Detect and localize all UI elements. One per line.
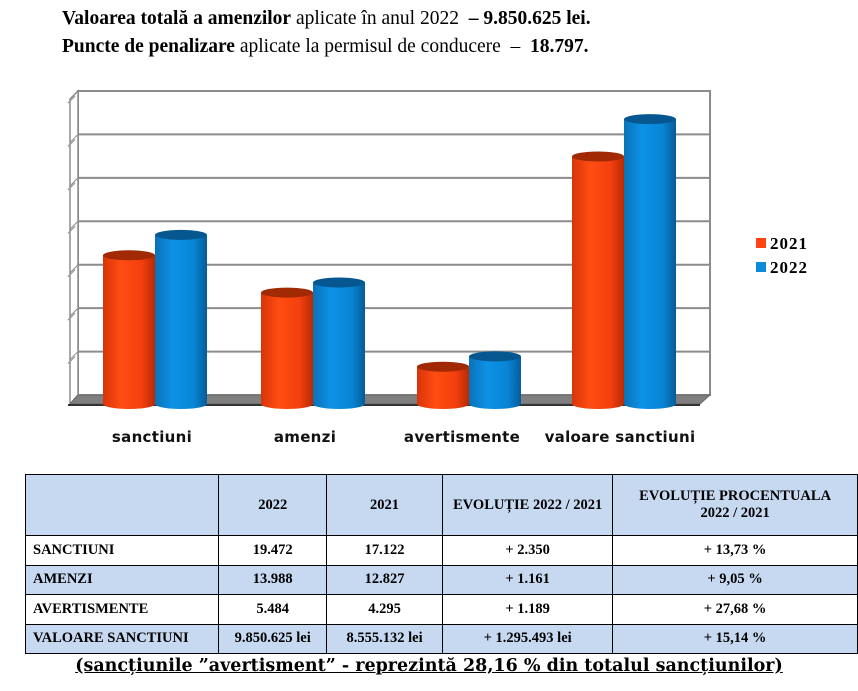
y-tick-label-mark (67, 356, 76, 365)
table-header-2022: 2022 (218, 474, 327, 536)
table-header-empty (24, 474, 220, 536)
bar-body (155, 234, 207, 404)
bar-base (572, 399, 624, 409)
bar-top (624, 114, 676, 125)
chart-y-tick (69, 307, 79, 317)
cell-2021: 12.827 (325, 564, 444, 595)
x-tick-label: avertismente (404, 428, 520, 446)
table-row: SANCTIUNI 19.472 17.122 + 2.350 + 13,73 … (24, 535, 858, 566)
bar-2021-amenzi (261, 287, 313, 409)
bar-top (103, 250, 155, 261)
bar-base (313, 399, 365, 409)
bar-body (313, 282, 365, 404)
table-header-2021: 2021 (325, 474, 444, 536)
table-row: AVERTISMENTE 5.484 4.295 + 1.189 + 27,68… (24, 594, 858, 625)
cell-2021: 4.295 (325, 594, 444, 625)
row-label: AVERTISMENTE (24, 594, 220, 625)
penalty-points-dash: – (510, 36, 521, 57)
cell-evolution: + 1.189 (442, 594, 614, 625)
bar-base (624, 399, 676, 409)
chart-bars (103, 114, 676, 409)
bar-base (103, 399, 155, 409)
cell-evolution: + 2.350 (442, 535, 614, 566)
bar-2022-valoare-sanctiuni (624, 114, 676, 409)
chart-y-tick (69, 220, 79, 230)
legend-swatch-2021 (756, 238, 766, 248)
bar-2021-valoare-sanctiuni (572, 151, 624, 409)
bar-chart: sanctiuni amenzi avertismente valoare sanct… (67, 89, 808, 446)
table-header-row: 2022 2021 EVOLUȚIE 2022 / 2021 EVOLUȚIE … (24, 474, 858, 536)
legend-label-2021: 2021 (770, 234, 808, 253)
legend-label-2022: 2022 (770, 258, 808, 277)
y-tick-label-mark (67, 225, 76, 234)
x-tick-label: valoare sanctiuni (545, 428, 696, 446)
penalty-points-value: 18.797. (530, 36, 589, 57)
cell-2022: 13.988 (218, 564, 327, 595)
y-tick-label-mark (67, 138, 76, 147)
y-tick-label-mark (67, 312, 76, 321)
bar-2021-avertismente (417, 361, 469, 409)
bar-top (417, 361, 469, 372)
table-row: VALOARE SANCTIUNI 9.850.625 lei 8.555.13… (24, 623, 858, 654)
x-tick-label: amenzi (274, 428, 336, 446)
bar-top (261, 287, 313, 298)
bar-body (572, 156, 624, 404)
bar-body (261, 292, 313, 404)
bar-base (155, 399, 207, 409)
cell-evolution: + 1.161 (442, 564, 614, 595)
cell-2022: 5.484 (218, 594, 327, 625)
bar-body (469, 356, 521, 404)
cell-2022: 19.472 (218, 535, 327, 566)
row-label: SANCTIUNI (24, 535, 220, 566)
chart-legend: 2021 2022 (756, 234, 808, 277)
x-tick-label: sanctiuni (112, 428, 192, 446)
cell-2021: 8.555.132 lei (325, 623, 444, 654)
chart-y-tick (69, 264, 79, 274)
bar-top (155, 229, 207, 240)
cell-2022: 9.850.625 lei (218, 623, 327, 654)
bar-2021-sanctiuni (103, 250, 155, 409)
row-label: VALOARE SANCTIUNI (24, 623, 220, 654)
chart-y-tick (69, 351, 79, 360)
bar-2022-avertismente (469, 351, 521, 409)
statistics-table: 2022 2021 EVOLUȚIE 2022 / 2021 EVOLUȚIE … (24, 474, 858, 654)
bar-body (103, 255, 155, 404)
legend-swatch-2022 (756, 262, 766, 272)
cell-2021: 17.122 (325, 535, 444, 566)
y-tick-label-mark (67, 269, 76, 278)
footnote-caption: (sancțiunile ”avertisment” - reprezintă … (75, 656, 783, 676)
total-fines-label: Valoarea totală a amenzilor (62, 8, 292, 29)
bar-base (469, 399, 521, 409)
bar-2022-amenzi (313, 277, 365, 409)
y-tick-label-mark (67, 182, 76, 191)
chart-category-labels: sanctiuni amenzi avertismente valoare sanct… (112, 428, 695, 446)
cell-percent: + 27,68 % (612, 594, 858, 625)
penalty-points-label: Puncte de penalizare (62, 36, 235, 57)
row-label: AMENZI (24, 564, 220, 595)
penalty-points-context: aplicate la permisul de conducere (239, 36, 501, 57)
bar-top (469, 351, 521, 362)
bar-base (261, 399, 313, 409)
y-tick-label-mark (67, 95, 76, 104)
header-line-total-fines: Valoarea totală a amenzilor aplicate în … (62, 8, 591, 30)
table-row: AMENZI 13.988 12.827 + 1.161 + 9,05 % (24, 564, 858, 595)
bar-top (313, 277, 365, 288)
bar-body (417, 366, 469, 404)
chart-y-tick (69, 134, 79, 143)
bar-2022-sanctiuni (155, 229, 207, 409)
chart-y-tick (69, 177, 79, 187)
total-fines-context: aplicate în anul 2022 (295, 8, 459, 29)
table-header-evolution: EVOLUȚIE 2022 / 2021 (442, 474, 614, 536)
chart-y-tick (69, 90, 79, 100)
cell-percent: + 15,14 % (612, 623, 858, 654)
bar-body (624, 119, 676, 404)
total-fines-value: – 9.850.625 lei. (468, 8, 591, 29)
cell-percent: + 9,05 % (612, 564, 858, 595)
header-line-penalty-points: Puncte de penalizare aplicate la permisu… (62, 36, 589, 58)
bar-top (572, 151, 624, 162)
table-header-percent-evolution: EVOLUȚIE PROCENTUALA 2022 / 2021 (612, 474, 858, 536)
cell-percent: + 13,73 % (612, 535, 858, 566)
cell-evolution: + 1.295.493 lei (442, 623, 614, 654)
bar-base (417, 399, 469, 409)
